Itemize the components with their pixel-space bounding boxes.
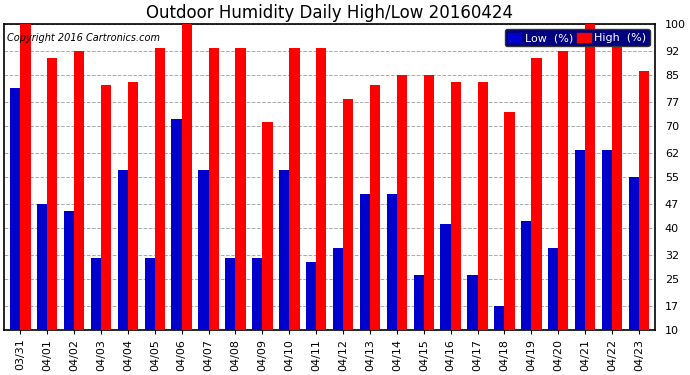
- Text: Copyright 2016 Cartronics.com: Copyright 2016 Cartronics.com: [8, 33, 160, 43]
- Bar: [413, 275, 424, 330]
- Legend: Low  (%), High  (%): Low (%), High (%): [505, 29, 649, 46]
- Bar: [118, 170, 128, 330]
- Bar: [20, 24, 30, 330]
- Bar: [531, 58, 542, 330]
- Bar: [47, 58, 57, 330]
- Bar: [585, 24, 595, 330]
- Bar: [198, 170, 208, 330]
- Bar: [208, 48, 219, 330]
- Bar: [494, 306, 504, 330]
- Bar: [181, 24, 192, 330]
- Bar: [370, 85, 380, 330]
- Bar: [37, 204, 47, 330]
- Bar: [451, 81, 461, 330]
- Bar: [558, 51, 569, 330]
- Bar: [235, 48, 246, 330]
- Bar: [424, 75, 434, 330]
- Bar: [316, 48, 326, 330]
- Bar: [74, 51, 84, 330]
- Bar: [333, 248, 343, 330]
- Bar: [279, 170, 289, 330]
- Title: Outdoor Humidity Daily High/Low 20160424: Outdoor Humidity Daily High/Low 20160424: [146, 4, 513, 22]
- Bar: [64, 211, 74, 330]
- Bar: [359, 194, 370, 330]
- Bar: [145, 258, 155, 330]
- Bar: [477, 81, 488, 330]
- Bar: [639, 71, 649, 330]
- Bar: [155, 48, 165, 330]
- Bar: [612, 41, 622, 330]
- Bar: [602, 150, 612, 330]
- Bar: [629, 177, 639, 330]
- Bar: [386, 194, 397, 330]
- Bar: [128, 81, 138, 330]
- Bar: [521, 221, 531, 330]
- Bar: [91, 258, 101, 330]
- Bar: [343, 99, 353, 330]
- Bar: [504, 112, 515, 330]
- Bar: [575, 150, 585, 330]
- Bar: [548, 248, 558, 330]
- Bar: [289, 48, 299, 330]
- Bar: [10, 88, 20, 330]
- Bar: [262, 122, 273, 330]
- Bar: [467, 275, 477, 330]
- Bar: [172, 119, 181, 330]
- Bar: [306, 262, 316, 330]
- Bar: [252, 258, 262, 330]
- Bar: [101, 85, 111, 330]
- Bar: [440, 224, 451, 330]
- Bar: [225, 258, 235, 330]
- Bar: [397, 75, 407, 330]
